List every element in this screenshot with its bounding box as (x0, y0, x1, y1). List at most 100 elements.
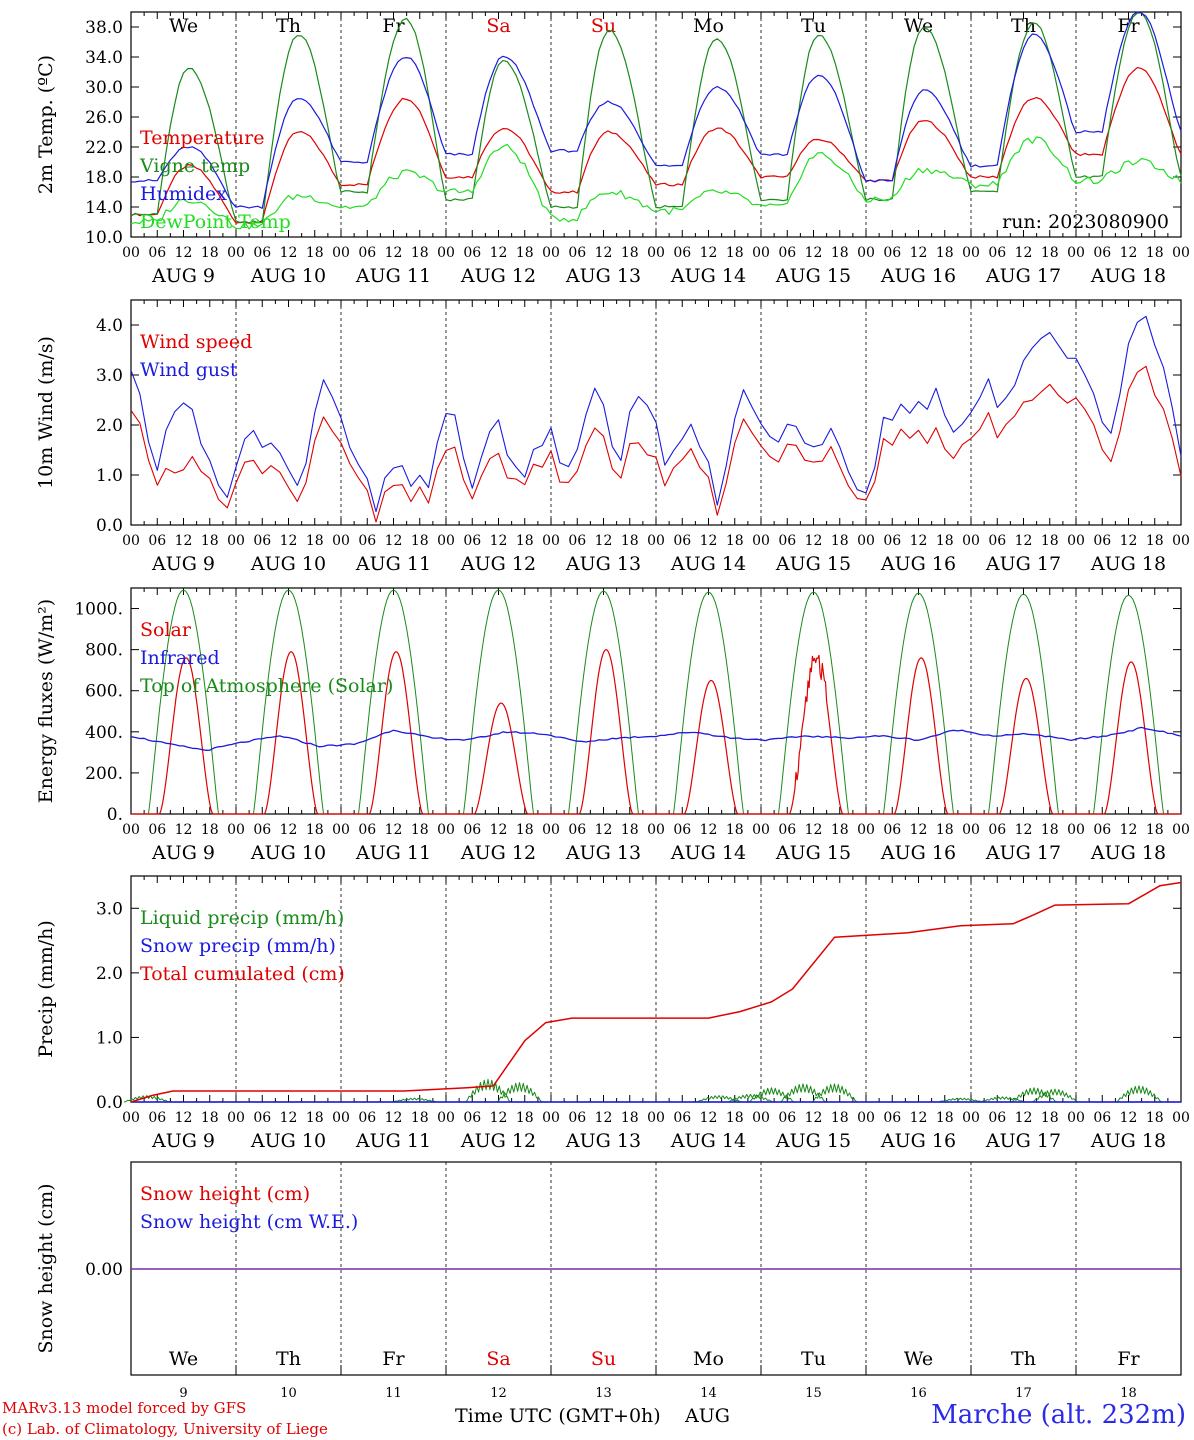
y-tick-label: 22.0 (85, 138, 123, 158)
y-tick-label: 34.0 (85, 48, 123, 68)
day-label: AUG 14 (670, 842, 746, 864)
hour-tick-label: 18 (621, 533, 639, 549)
hour-tick-label: 06 (778, 245, 796, 261)
liquid-precip-burst (391, 1097, 438, 1103)
hour-tick-label: 00 (962, 1110, 980, 1126)
hour-tick-label: 12 (910, 245, 928, 261)
hour-tick-label: 12 (385, 245, 403, 261)
temp-series-line (130, 136, 1182, 230)
hour-tick-label: 06 (1093, 1110, 1111, 1126)
legend-entry: Snow precip (mm/h) (140, 935, 336, 957)
day-label: AUG 18 (1090, 553, 1166, 575)
day-label: AUG 10 (250, 553, 326, 575)
hour-tick-label: 00 (437, 1110, 455, 1126)
hour-tick-label: 06 (778, 533, 796, 549)
legend-entry: Snow height (cm) (140, 1183, 310, 1205)
hour-tick-label: 18 (936, 533, 954, 549)
hour-tick-label: 12 (490, 533, 508, 549)
hour-tick-label: 06 (568, 1110, 586, 1126)
weekday-label: Tu (801, 1348, 826, 1370)
hour-tick-label: 00 (437, 533, 455, 549)
hour-tick-label: 18 (621, 245, 639, 261)
cumulated-precip-line (130, 881, 1182, 1103)
day-label: AUG 17 (985, 265, 1061, 287)
hour-tick-label: 18 (201, 245, 219, 261)
hour-tick-label: 06 (253, 822, 271, 838)
hour-tick-label: 12 (280, 533, 298, 549)
hour-tick-label: 00 (1067, 533, 1085, 549)
liquid-precip-burst (1032, 1088, 1078, 1103)
legend-entry: Humidex (140, 183, 227, 205)
liquid-precip-burst (748, 1087, 795, 1103)
hour-tick-label: 12 (805, 533, 823, 549)
weekday-label: Sa (486, 1348, 510, 1370)
hour-tick-label: 06 (568, 245, 586, 261)
weekday-label: We (169, 1348, 198, 1370)
hour-tick-label: 12 (1015, 1110, 1033, 1126)
solar-line (131, 649, 1181, 815)
y-tick-label: 3.0 (96, 366, 123, 386)
hour-tick-label: 18 (831, 1110, 849, 1126)
temp-series-line (130, 66, 1182, 224)
hour-tick-label: 18 (621, 1110, 639, 1126)
legend-entry: Infrared (140, 647, 220, 669)
weekday-label: Fr (1117, 1348, 1140, 1370)
hour-tick-label: 12 (700, 533, 718, 549)
hour-tick-label: 00 (122, 533, 140, 549)
hour-tick-label: 06 (253, 533, 271, 549)
hour-tick-label: 00 (857, 533, 875, 549)
station-name: Marche (alt. 232m) (931, 1400, 1186, 1430)
hour-tick-label: 06 (988, 533, 1006, 549)
hour-tick-label: 00 (122, 245, 140, 261)
hour-tick-label: 00 (647, 822, 665, 838)
day-label: AUG 11 (355, 842, 431, 864)
hour-tick-label: 18 (516, 245, 534, 261)
day-label: AUG 15 (775, 553, 851, 575)
hour-tick-label: 12 (175, 1110, 193, 1126)
day-label: AUG 9 (151, 265, 215, 287)
day-label: AUG 11 (355, 265, 431, 287)
infrared-line (130, 726, 1182, 751)
hour-tick-label: 18 (936, 1110, 954, 1126)
hour-tick-label: 00 (332, 822, 350, 838)
hour-tick-label: 06 (673, 245, 691, 261)
liquid-precip-burst (727, 1093, 774, 1103)
day-label: AUG 13 (565, 1130, 641, 1152)
hour-tick-label: 06 (988, 822, 1006, 838)
hour-tick-label: 00 (542, 1110, 560, 1126)
hour-tick-label: 00 (962, 822, 980, 838)
temp-series-line (130, 12, 1182, 224)
panel-frame (130, 11, 1182, 238)
day-number-label: 9 (179, 1386, 187, 1401)
hour-tick-label: 12 (1120, 1110, 1138, 1126)
weekday-label: Su (591, 15, 616, 37)
hour-tick-label: 12 (1120, 533, 1138, 549)
hour-tick-label: 00 (857, 245, 875, 261)
x-axis-title: Time UTC (GMT+0h) (455, 1405, 661, 1427)
hour-tick-label: 12 (1015, 533, 1033, 549)
liquid-precip-burst (464, 1078, 512, 1103)
y-tick-label: 800. (85, 641, 123, 661)
hour-tick-label: 00 (857, 822, 875, 838)
hour-tick-label: 06 (568, 533, 586, 549)
hour-tick-label: 18 (306, 533, 324, 549)
hour-tick-label: 06 (148, 822, 166, 838)
hour-tick-label: 18 (936, 822, 954, 838)
y-axis-label: 2m Temp. (ºC) (35, 55, 57, 194)
hour-tick-label: 06 (673, 822, 691, 838)
hour-tick-label: 12 (175, 533, 193, 549)
hour-tick-label: 18 (1041, 1110, 1059, 1126)
weekday-label: Mo (693, 1348, 724, 1370)
weekday-label: Fr (382, 15, 405, 37)
liquid-precip-burst (123, 1095, 170, 1103)
day-label: AUG 14 (670, 265, 746, 287)
hour-tick-label: 12 (1015, 822, 1033, 838)
y-axis-label: Snow height (cm) (35, 1183, 57, 1353)
day-label: AUG 15 (775, 842, 851, 864)
y-tick-label: 200. (85, 764, 123, 784)
y-tick-label: 0.0 (96, 516, 123, 536)
y-tick-label: 1.0 (96, 466, 123, 486)
hour-tick-label: 18 (516, 822, 534, 838)
hour-tick-label: 12 (910, 533, 928, 549)
hour-tick-label: 06 (1093, 245, 1111, 261)
